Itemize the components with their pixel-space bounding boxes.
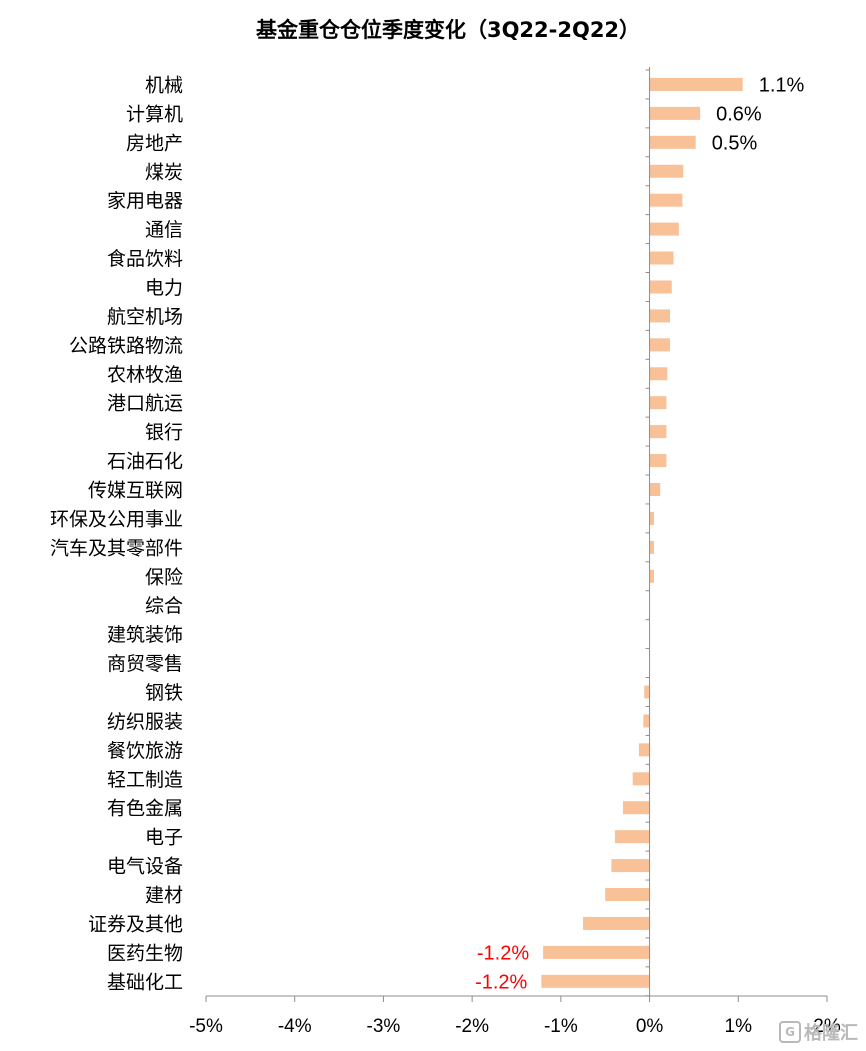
bar	[649, 540, 655, 554]
category-labels-group: 机械计算机房地产煤炭家用电器通信食品饮料电力航空机场公路铁路物流农林牧渔港口航运…	[50, 74, 183, 993]
category-label: 银行	[145, 422, 183, 444]
x-tick-label: 2%	[813, 1016, 841, 1037]
category-label: 医药生物	[107, 942, 183, 964]
bar	[638, 743, 650, 757]
bar	[649, 280, 672, 294]
category-label: 电子	[145, 827, 183, 849]
x-tick-label: -3%	[367, 1016, 401, 1037]
category-label: 港口航运	[107, 393, 183, 415]
watermark: G 格隆汇	[779, 1019, 858, 1045]
data-label: 1.1%	[759, 74, 805, 96]
category-label: 家用电器	[107, 190, 183, 212]
category-label: 餐饮旅游	[107, 740, 183, 762]
category-label: 农林牧渔	[107, 364, 183, 386]
bar	[644, 685, 650, 699]
category-label: 煤炭	[145, 161, 183, 183]
bars-group	[541, 77, 743, 988]
category-label: 有色金属	[107, 798, 183, 820]
bar	[583, 916, 650, 930]
bar	[541, 974, 650, 988]
bar	[649, 425, 667, 439]
category-label: 传媒互联网	[88, 479, 183, 501]
data-label: 0.6%	[716, 103, 762, 125]
x-tick-label: 1%	[725, 1016, 753, 1037]
chart-title: 基金重仓仓位季度变化（3Q22-2Q22）	[256, 18, 640, 42]
bar	[643, 714, 650, 728]
bar	[632, 772, 650, 786]
bar	[622, 801, 650, 815]
category-label: 机械	[145, 74, 183, 96]
bar	[649, 367, 668, 381]
bar	[649, 569, 655, 583]
bar	[649, 251, 674, 265]
category-label: 房地产	[126, 132, 183, 154]
data-label: 0.5%	[712, 132, 758, 154]
x-tick-label: 0%	[636, 1016, 664, 1037]
data-label: -1.2%	[477, 942, 529, 964]
category-label: 商贸零售	[107, 653, 183, 675]
bar	[649, 193, 683, 207]
category-label: 食品饮料	[107, 248, 183, 270]
bar	[614, 830, 650, 844]
category-label: 航空机场	[107, 306, 183, 328]
data-label: -1.2%	[475, 971, 527, 993]
bar	[649, 338, 670, 352]
category-label: 综合	[145, 595, 183, 617]
category-label: 轻工制造	[107, 769, 183, 791]
category-label: 电力	[145, 277, 183, 299]
category-label: 证券及其他	[88, 913, 183, 935]
category-label: 钢铁	[145, 682, 183, 704]
bar	[649, 482, 661, 496]
bar	[649, 309, 670, 323]
bar	[649, 222, 679, 236]
x-tick-label: -1%	[544, 1016, 578, 1037]
watermark-text: 格隆汇	[804, 1023, 858, 1044]
x-tick-label: -2%	[455, 1016, 489, 1037]
tick-labels-group: -5% -4% -3% -2% -1% 0% 1% 2%	[189, 1016, 841, 1037]
category-label: 环保及公用事业	[50, 508, 183, 530]
category-label: 建材	[145, 885, 183, 907]
category-label: 计算机	[126, 103, 183, 125]
gelonghui-logo-icon: G	[779, 1021, 801, 1043]
bar	[649, 396, 667, 410]
bar	[649, 511, 655, 525]
category-label: 石油石化	[107, 451, 183, 473]
bar	[649, 106, 701, 120]
bar	[605, 888, 650, 902]
x-tick-label: -5%	[189, 1016, 223, 1037]
category-label: 公路铁路物流	[69, 335, 183, 357]
category-label: 基础化工	[107, 971, 183, 993]
bar	[649, 135, 696, 149]
x-tick-label: -4%	[278, 1016, 312, 1037]
category-label: 纺织服装	[107, 711, 183, 733]
category-label: 通信	[145, 219, 183, 241]
category-label: 电气设备	[107, 856, 183, 878]
bar	[649, 77, 743, 91]
category-label: 汽车及其零部件	[50, 537, 183, 559]
bar	[649, 454, 667, 468]
category-label: 保险	[145, 566, 183, 588]
category-label: 建筑装饰	[107, 624, 183, 646]
bar	[611, 859, 650, 873]
axes-group	[205, 67, 828, 1002]
bar	[649, 164, 684, 178]
data-labels-group: 1.1% 0.6% 0.5% -1.2% -1.2%	[475, 74, 804, 993]
bar	[543, 945, 650, 959]
